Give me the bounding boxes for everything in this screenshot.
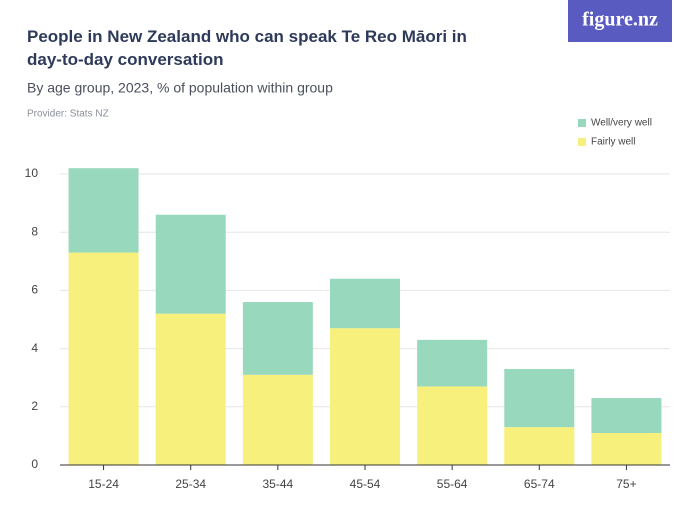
logo-box [568, 0, 672, 42]
bar-segment [330, 328, 400, 465]
bar-segment [591, 432, 662, 465]
legend-label: Well/very well [591, 118, 652, 129]
chart-title: People in New Zealand who can speak Te R… [27, 27, 467, 69]
bar-segment [417, 386, 488, 465]
bar-segment [417, 339, 488, 387]
bar-segment [504, 427, 575, 465]
bar-segment [242, 302, 313, 375]
y-tick-label: 8 [31, 224, 38, 238]
bar-segment [242, 374, 313, 465]
y-tick-label: 10 [25, 166, 39, 180]
x-tick-label: 25-34 [175, 477, 206, 491]
bar-segment [155, 214, 226, 314]
legend-label: Fairly well [591, 137, 635, 148]
x-tick-label: 65-74 [524, 477, 555, 491]
bar-segment [330, 278, 400, 329]
bar-segment [155, 313, 226, 465]
bar-segment [591, 398, 662, 433]
legend-swatch [578, 138, 586, 146]
legend-swatch [578, 119, 586, 127]
bar-segment [68, 168, 139, 253]
y-tick-label: 2 [31, 399, 38, 413]
bar-segment [504, 368, 575, 428]
x-tick-label: 35-44 [263, 477, 294, 491]
y-tick-label: 0 [31, 457, 38, 471]
y-tick-label: 4 [31, 341, 38, 355]
x-tick-label: 55-64 [437, 477, 468, 491]
logo: figure.nz [582, 9, 658, 31]
provider: Provider: Stats NZ [27, 109, 109, 120]
y-tick-label: 6 [31, 283, 38, 297]
bar-segment [68, 252, 139, 465]
x-tick-label: 45-54 [350, 477, 381, 491]
x-tick-label: 75+ [616, 477, 636, 491]
x-tick-label: 15-24 [88, 477, 119, 491]
chart-subtitle: By age group, 2023, % of population with… [27, 80, 333, 96]
